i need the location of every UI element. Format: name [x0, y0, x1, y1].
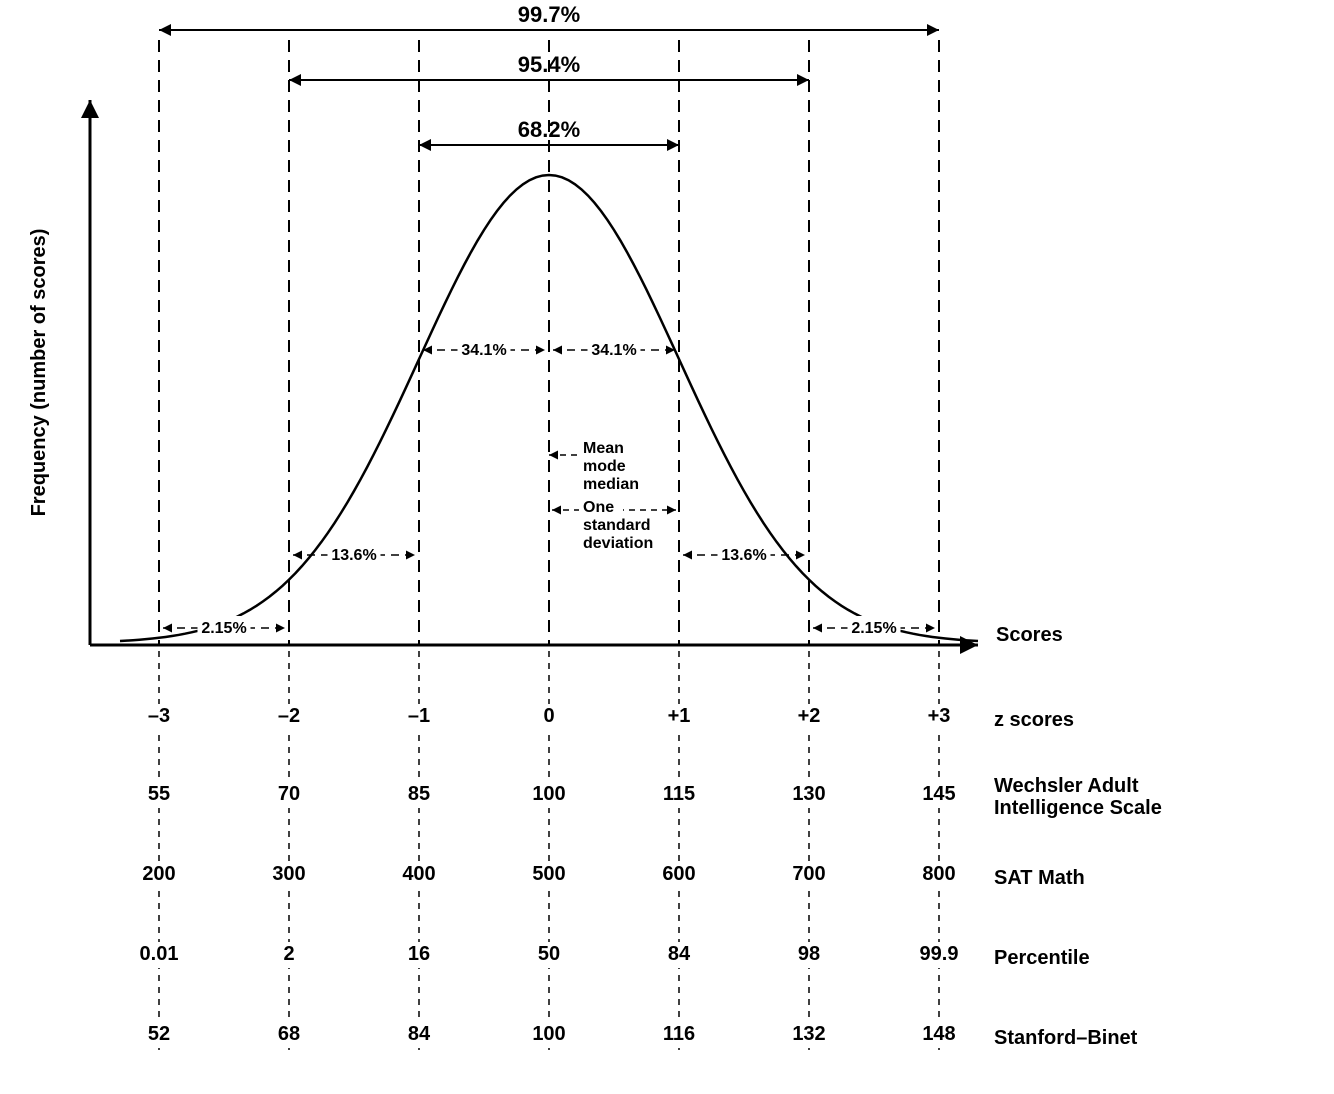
- scale-3-val-1: 2: [283, 943, 294, 965]
- scale-0-val-1: –2: [278, 705, 300, 727]
- scale-3-val-2: 16: [408, 943, 430, 965]
- scale-1-val-1: 70: [278, 783, 300, 805]
- scale-0-val-6: +3: [928, 705, 951, 727]
- scale-1-val-6: 145: [922, 783, 955, 805]
- scale-0-val-3: 0: [543, 705, 554, 727]
- scale-1-name-2: Intelligence Scale: [994, 797, 1162, 819]
- center-sd_line1: One: [583, 499, 614, 516]
- scale-4-name: Stanford–Binet: [994, 1027, 1138, 1049]
- center-sd_line2: standard: [583, 517, 651, 534]
- scale-4-val-3: 100: [532, 1023, 565, 1045]
- scale-0-val-2: –1: [408, 705, 430, 727]
- scale-4-val-0: 52: [148, 1023, 170, 1045]
- x-axis-label: Scores: [996, 624, 1063, 646]
- region-label-1: 13.6%: [331, 547, 376, 564]
- scale-2-val-1: 300: [272, 863, 305, 885]
- scale-1-val-2: 85: [408, 783, 430, 805]
- center-sd_line3: deviation: [583, 535, 653, 552]
- scale-2-val-3: 500: [532, 863, 565, 885]
- scale-0-val-0: –3: [148, 705, 170, 727]
- scale-1-name-1: Wechsler Adult: [994, 775, 1139, 797]
- scale-0-name: z scores: [994, 709, 1074, 731]
- bracket-label-2: 68.2%: [518, 117, 580, 142]
- scale-4-val-4: 116: [663, 1023, 695, 1045]
- region-label-5: 2.15%: [851, 620, 896, 637]
- scale-1-val-3: 100: [532, 783, 565, 805]
- region-label-2: 34.1%: [461, 342, 506, 359]
- bracket-label-0: 99.7%: [518, 2, 580, 27]
- scale-4-val-2: 84: [408, 1023, 431, 1045]
- scale-4-val-5: 132: [792, 1023, 825, 1045]
- scale-3-val-0: 0.01: [140, 943, 179, 965]
- scale-0-val-5: +2: [798, 705, 821, 727]
- normal-distribution-chart: Frequency (number of scores) Scores 99.7% 9…: [0, 0, 1334, 1094]
- bracket-label-1: 95.4%: [518, 52, 580, 77]
- region-label-0: 2.15%: [201, 620, 246, 637]
- scale-3-val-4: 84: [668, 943, 691, 965]
- center-mean_line3: median: [583, 476, 639, 493]
- y-axis-label: Frequency (number of scores): [28, 229, 50, 517]
- region-label-4: 13.6%: [721, 547, 766, 564]
- center-mean_line1: Mean: [583, 440, 624, 457]
- scale-3-val-5: 98: [798, 943, 820, 965]
- scale-2-val-4: 600: [662, 863, 695, 885]
- scale-4-val-1: 68: [278, 1023, 300, 1045]
- scale-2-val-6: 800: [922, 863, 955, 885]
- scale-4-val-6: 148: [922, 1023, 955, 1045]
- scale-2-val-5: 700: [792, 863, 825, 885]
- scale-3-name: Percentile: [994, 947, 1090, 969]
- scale-2-name: SAT Math: [994, 867, 1085, 889]
- scale-3-val-3: 50: [538, 943, 560, 965]
- scale-1-val-5: 130: [792, 783, 825, 805]
- center-mean_line2: mode: [583, 458, 626, 475]
- scale-1-val-4: 115: [663, 783, 695, 805]
- scale-1-val-0: 55: [148, 783, 170, 805]
- region-label-3: 34.1%: [591, 342, 636, 359]
- scale-2-val-2: 400: [402, 863, 435, 885]
- scale-2-val-0: 200: [142, 863, 175, 885]
- scale-0-val-4: +1: [668, 705, 691, 727]
- scale-3-val-6: 99.9: [920, 943, 959, 965]
